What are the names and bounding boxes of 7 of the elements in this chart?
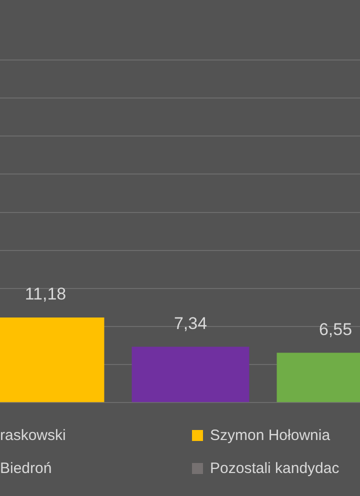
data-label: 6,55 xyxy=(318,320,352,339)
text: Pozostali kandydac xyxy=(210,460,340,477)
text: Biedroń xyxy=(0,460,52,477)
text: Szymon Hołownia xyxy=(210,427,330,444)
data-label: 7,34 xyxy=(174,314,208,333)
data-label: 11,18 xyxy=(24,284,66,304)
text: raskowski xyxy=(0,427,66,444)
